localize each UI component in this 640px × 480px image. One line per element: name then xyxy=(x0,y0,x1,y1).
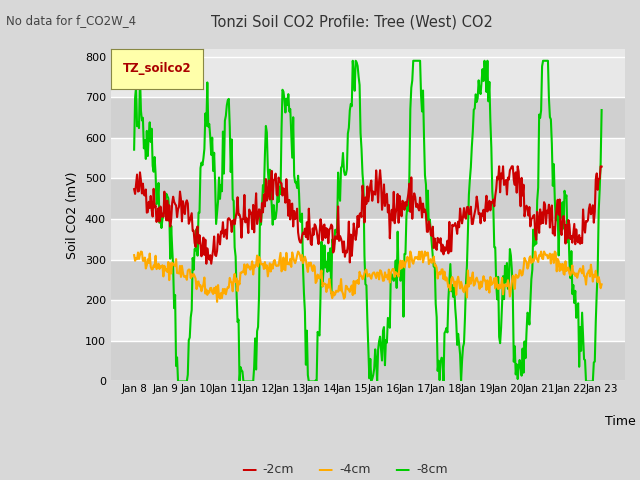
Text: —: — xyxy=(394,462,410,477)
Bar xyxy=(111,179,625,219)
Text: -2cm: -2cm xyxy=(262,463,294,476)
Bar xyxy=(111,97,625,138)
Y-axis label: Soil CO2 (mV): Soil CO2 (mV) xyxy=(66,171,79,259)
X-axis label: Time: Time xyxy=(605,415,636,428)
Text: —: — xyxy=(241,462,256,477)
Text: -8cm: -8cm xyxy=(416,463,447,476)
Bar xyxy=(111,341,625,382)
Text: No data for f_CO2W_4: No data for f_CO2W_4 xyxy=(6,14,136,27)
Text: —: — xyxy=(317,462,333,477)
Bar xyxy=(111,260,625,300)
Text: Tonzi Soil CO2 Profile: Tree (West) CO2: Tonzi Soil CO2 Profile: Tree (West) CO2 xyxy=(211,14,493,29)
Text: -4cm: -4cm xyxy=(339,463,371,476)
